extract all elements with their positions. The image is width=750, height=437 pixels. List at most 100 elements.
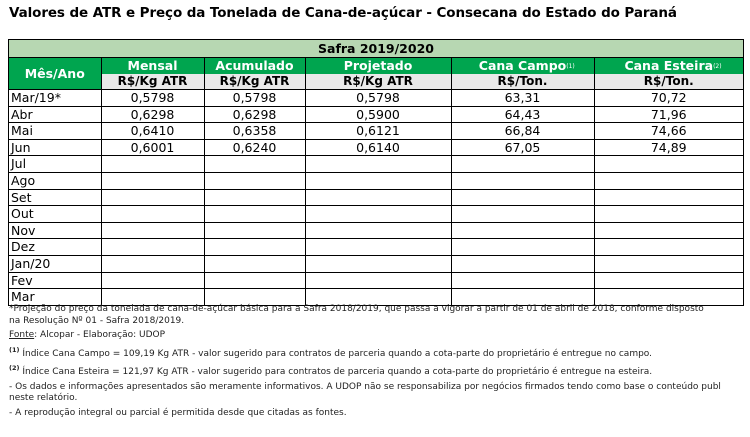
table-row: Jul: [9, 155, 743, 173]
table-row: Out: [9, 205, 743, 223]
value-cell: [451, 272, 595, 290]
value-cell: 0,6001: [101, 139, 205, 157]
atr-price-table: Safra 2019/2020 Mês/Ano Mensal Acumulado…: [8, 39, 744, 306]
value-cell: 0,5798: [305, 89, 452, 107]
page-title: Valores de ATR e Preço da Tonelada de Ca…: [9, 5, 677, 21]
month-cell: Nov: [9, 222, 102, 240]
value-cell: [305, 172, 452, 190]
table-row: Mar/19* 0,5798 0,5798 0,5798 63,31 70,72: [9, 89, 743, 107]
header-cana-campo: Cana Campo (1): [451, 58, 595, 74]
table-row: Jan/20: [9, 255, 743, 273]
unit-cana-campo: R$/Ton.: [451, 74, 595, 90]
value-cell: [101, 189, 205, 207]
table-row: Jun 0,6001 0,6240 0,6140 67,05 74,89: [9, 139, 743, 157]
value-cell: [101, 222, 205, 240]
projection-note: *Projeção do preço da tonelada de cana-d…: [9, 304, 704, 326]
value-cell: 0,6240: [204, 139, 306, 157]
value-cell: [594, 205, 743, 223]
table-row: Abr 0,6298 0,6298 0,5900 64,43 71,96: [9, 106, 743, 124]
value-cell: [451, 172, 595, 190]
month-cell: Jun: [9, 139, 102, 157]
value-cell: 0,5900: [305, 106, 452, 124]
value-cell: 63,31: [451, 89, 595, 107]
footnote-2: (2) Índice Cana Esteira = 121,97 Kg ATR …: [9, 364, 653, 377]
table-row: Fev: [9, 272, 743, 290]
value-cell: [204, 205, 306, 223]
header-cana-esteira: Cana Esteira (2): [594, 58, 743, 74]
value-cell: [305, 255, 452, 273]
value-cell: 64,43: [451, 106, 595, 124]
value-cell: 70,72: [594, 89, 743, 107]
table-row: Mar: [9, 288, 743, 305]
value-cell: 0,5798: [204, 89, 306, 107]
value-cell: [204, 155, 306, 173]
value-cell: [594, 172, 743, 190]
table-row: Ago: [9, 172, 743, 190]
value-cell: [451, 255, 595, 273]
value-cell: 0,6298: [204, 106, 306, 124]
month-cell: Mai: [9, 122, 102, 140]
value-cell: 74,89: [594, 139, 743, 157]
value-cell: [204, 189, 306, 207]
value-cell: [101, 272, 205, 290]
value-cell: [204, 255, 306, 273]
value-cell: [594, 222, 743, 240]
month-cell: Jan/20: [9, 255, 102, 273]
value-cell: [451, 155, 595, 173]
footnote-1-mark: (1): [566, 63, 575, 70]
header-projetado: Projetado: [305, 58, 452, 74]
value-cell: [305, 272, 452, 290]
value-cell: 0,6140: [305, 139, 452, 157]
value-cell: [451, 205, 595, 223]
value-cell: 74,66: [594, 122, 743, 140]
value-cell: [101, 255, 205, 273]
table-row: Mai 0,6410 0,6358 0,6121 66,84 74,66: [9, 122, 743, 140]
value-cell: 0,6410: [101, 122, 205, 140]
value-cell: [594, 155, 743, 173]
header-acumulado: Acumulado: [204, 58, 306, 74]
value-cell: 66,84: [451, 122, 595, 140]
unit-acumulado: R$/Kg ATR: [204, 74, 306, 90]
month-cell: Fev: [9, 272, 102, 290]
footnote-2-mark: (2): [713, 63, 722, 70]
value-cell: [451, 238, 595, 256]
month-cell: Out: [9, 205, 102, 223]
value-cell: [451, 288, 595, 305]
value-cell: [204, 238, 306, 256]
month-cell: Mar/19*: [9, 89, 102, 107]
unit-mensal: R$/Kg ATR: [101, 74, 205, 90]
safra-label: Safra 2019/2020: [9, 40, 743, 58]
value-cell: [594, 238, 743, 256]
month-cell: Dez: [9, 238, 102, 256]
value-cell: [101, 238, 205, 256]
value-cell: [594, 255, 743, 273]
header-mensal: Mensal: [101, 58, 205, 74]
value-cell: [594, 272, 743, 290]
disclaimer: - Os dados e informações apresentados sã…: [9, 381, 721, 404]
month-cell: Set: [9, 189, 102, 207]
value-cell: [305, 288, 452, 305]
value-cell: [451, 222, 595, 240]
value-cell: [305, 189, 452, 207]
value-cell: [204, 172, 306, 190]
value-cell: [101, 155, 205, 173]
value-cell: [204, 272, 306, 290]
value-cell: [594, 189, 743, 207]
table-row: Nov: [9, 222, 743, 240]
source-note: Fonte: Alcopar - Elaboração: UDOP: [9, 330, 166, 340]
footer-notes: *Projeção do preço da tonelada de cana-d…: [9, 304, 744, 419]
value-cell: 71,96: [594, 106, 743, 124]
reproduction-note: - A reprodução integral ou parcial é per…: [9, 407, 347, 418]
month-cell: Abr: [9, 106, 102, 124]
table-row: Dez: [9, 238, 743, 256]
value-cell: [451, 189, 595, 207]
table-row: Set: [9, 189, 743, 207]
value-cell: [101, 288, 205, 305]
value-cell: [305, 205, 452, 223]
value-cell: [594, 289, 743, 305]
header-mes-ano: Mês/Ano: [9, 58, 102, 90]
month-cell: Mar: [9, 288, 102, 305]
unit-projetado: R$/Kg ATR: [305, 74, 452, 90]
value-cell: 0,6121: [305, 122, 452, 140]
month-cell: Ago: [9, 172, 102, 190]
